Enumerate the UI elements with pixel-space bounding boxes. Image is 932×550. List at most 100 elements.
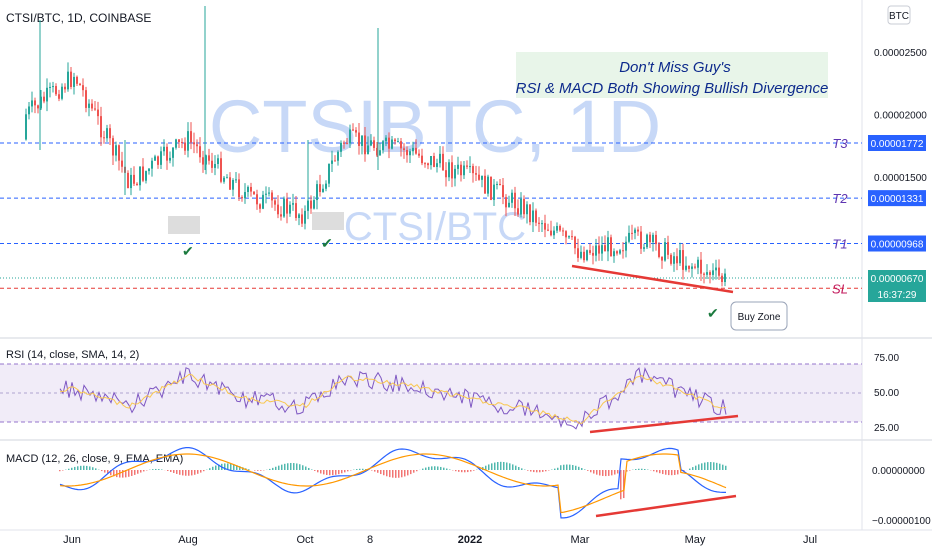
candle-body bbox=[133, 174, 135, 184]
check-icon-3: ✔ bbox=[707, 305, 719, 321]
candle-body bbox=[259, 204, 261, 209]
macd-hist-bar bbox=[677, 470, 679, 475]
candle-body bbox=[277, 204, 279, 215]
macd-hist-bar bbox=[80, 465, 82, 470]
candle-body bbox=[688, 265, 690, 269]
macd-hist-bar bbox=[392, 470, 394, 478]
macd-hist-bar bbox=[134, 470, 136, 475]
candle-body bbox=[166, 146, 168, 161]
candle-body bbox=[355, 130, 357, 133]
macd-hist-bar bbox=[635, 469, 637, 470]
rsi-tick-label: 75.00 bbox=[874, 353, 899, 364]
rsi-title[interactable]: RSI (14, close, SMA, 14, 2) bbox=[6, 349, 139, 361]
macd-hist-bar bbox=[332, 470, 334, 476]
candle-body bbox=[295, 203, 297, 218]
candle-body bbox=[532, 210, 534, 223]
candle-body bbox=[547, 229, 549, 231]
macd-hist-bar bbox=[614, 470, 616, 475]
candle-body bbox=[202, 157, 204, 165]
macd-hist-bar bbox=[116, 470, 118, 478]
candle-body bbox=[220, 158, 222, 182]
candle-body bbox=[181, 141, 183, 143]
candle-body bbox=[235, 179, 237, 181]
currency-badge[interactable]: BTC bbox=[889, 11, 909, 22]
macd-hist-bar bbox=[224, 463, 226, 470]
candle-body bbox=[667, 242, 669, 255]
macd-hist-bar bbox=[578, 466, 580, 470]
candle-body bbox=[709, 272, 711, 275]
time-tick-label: 8 bbox=[367, 534, 373, 546]
macd-hist-bar bbox=[200, 470, 202, 473]
candle-body bbox=[637, 229, 639, 232]
candle-body bbox=[406, 149, 408, 156]
symbol-title[interactable]: CTSI/BTC, 1D, COINBASE bbox=[6, 11, 151, 25]
candle-body bbox=[265, 193, 267, 195]
candle-body bbox=[694, 266, 696, 268]
candle-body bbox=[208, 155, 210, 161]
candle-body bbox=[121, 160, 123, 167]
macd-hist-bar bbox=[566, 464, 568, 470]
price-axis: 0.00002500 0.00002000 0.00001500 bbox=[874, 48, 927, 184]
buy-zone-label: Buy Zone bbox=[738, 312, 781, 323]
macd-hist-bar bbox=[386, 470, 388, 477]
candle-body bbox=[421, 155, 423, 164]
macd-hist-bar bbox=[356, 469, 358, 470]
macd-hist-bar bbox=[326, 470, 328, 475]
macd-hist-bar bbox=[494, 462, 496, 470]
macd-hist-bar bbox=[602, 470, 604, 476]
time-tick-label: 2022 bbox=[458, 534, 482, 546]
macd-hist-bar bbox=[137, 470, 139, 474]
level-name-t3: T3 bbox=[832, 136, 848, 151]
candle-body bbox=[589, 250, 591, 253]
candle-body bbox=[544, 223, 546, 230]
macd-hist-bar bbox=[515, 465, 517, 470]
level-value-t2: 0.00001331 bbox=[871, 194, 924, 205]
macd-hist-bar bbox=[248, 469, 250, 470]
macd-hist-bar bbox=[707, 462, 709, 470]
candle-body bbox=[139, 166, 141, 186]
macd-hist-bar bbox=[230, 463, 232, 470]
candle-body bbox=[622, 250, 624, 252]
candle-body bbox=[25, 114, 27, 140]
candle-body bbox=[190, 131, 192, 143]
currency-badge-box[interactable] bbox=[887, 5, 911, 25]
macd-hist-bar bbox=[437, 466, 439, 470]
macd-hist-bar bbox=[572, 465, 574, 470]
candle-body bbox=[307, 200, 309, 211]
candle-body bbox=[376, 147, 378, 156]
candle-body bbox=[82, 85, 84, 91]
macd-hist-bar bbox=[344, 470, 346, 473]
time-tick-label: Mar bbox=[571, 534, 590, 546]
macd-tick-label: −0.00000100 bbox=[872, 516, 931, 527]
macd-hist-bar bbox=[470, 470, 472, 472]
bottom-highlight-1 bbox=[168, 216, 200, 234]
candle-body bbox=[646, 234, 648, 248]
candle-body bbox=[430, 155, 432, 166]
candle-body bbox=[553, 230, 555, 236]
candle-body bbox=[592, 252, 594, 256]
candle-body bbox=[328, 163, 330, 184]
countdown-tag bbox=[868, 286, 926, 302]
candle-body bbox=[115, 145, 117, 156]
candle-body bbox=[58, 94, 60, 99]
candle-body bbox=[631, 232, 633, 234]
candle-body bbox=[571, 236, 573, 238]
macd-hist-bar bbox=[587, 470, 589, 471]
macd-hist-bar bbox=[290, 462, 292, 470]
macd-hist-bar bbox=[629, 470, 631, 471]
macd-hist-bar bbox=[689, 468, 691, 470]
candle-body bbox=[40, 96, 42, 109]
macd-hist-bar bbox=[383, 470, 385, 476]
candle-body bbox=[700, 259, 702, 274]
candle-body bbox=[331, 160, 333, 164]
candle-body bbox=[94, 108, 96, 110]
macd-hist-bar bbox=[722, 464, 724, 470]
candle-body bbox=[481, 175, 483, 180]
macd-hist-bar bbox=[542, 470, 544, 472]
candle-body bbox=[109, 128, 111, 139]
candle-body bbox=[136, 183, 138, 186]
annotation-line2: RSI & MACD Both Showing Bullish Divergen… bbox=[516, 80, 829, 97]
candle-body bbox=[169, 157, 171, 161]
candle-body bbox=[241, 197, 243, 199]
macd-hist-bar bbox=[611, 470, 613, 476]
